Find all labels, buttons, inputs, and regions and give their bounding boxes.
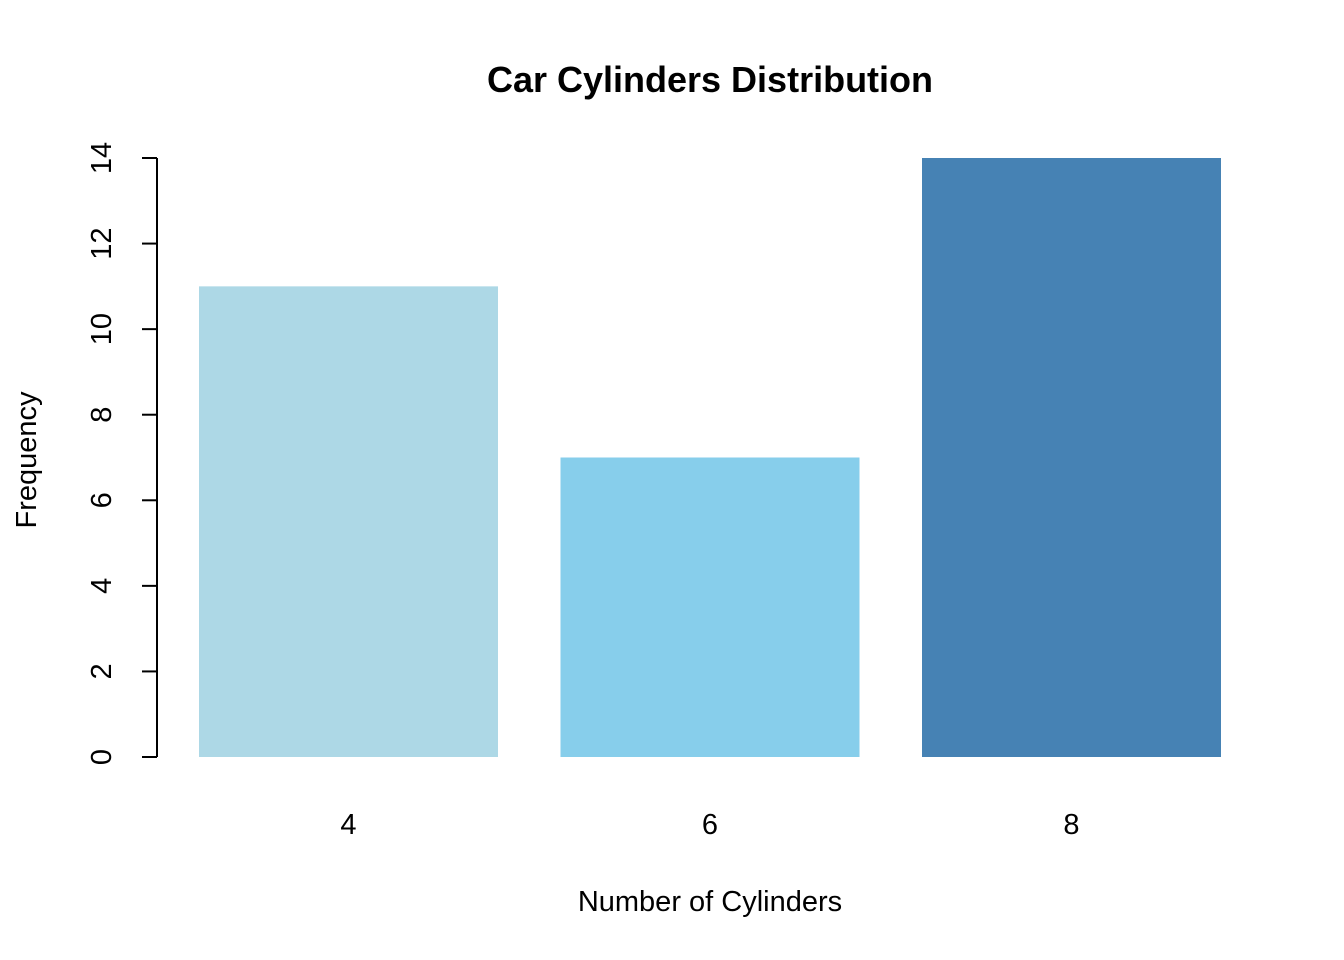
y-axis: 0 2 4 6 8 10 12 14 — [86, 142, 158, 765]
y-tick-label-14: 14 — [86, 142, 118, 174]
bar-4 — [199, 286, 498, 757]
bar-8 — [922, 158, 1221, 757]
y-tick-label-8: 8 — [86, 407, 118, 423]
y-tick-label-6: 6 — [86, 492, 118, 508]
x-tick-label-8: 8 — [1063, 809, 1079, 841]
bars-group — [199, 158, 1221, 757]
y-tick-label-0: 0 — [86, 749, 118, 765]
y-tick-label-2: 2 — [86, 663, 118, 679]
bar-6 — [560, 457, 860, 757]
y-tick-label-10: 10 — [86, 313, 118, 345]
y-tick-label-4: 4 — [86, 578, 118, 594]
x-tick-label-6: 6 — [702, 809, 718, 841]
y-tick-label-12: 12 — [86, 227, 118, 259]
x-tick-label-4: 4 — [340, 809, 356, 841]
x-axis-label: Number of Cylinders — [578, 886, 842, 918]
y-axis-label: Frequency — [11, 391, 43, 529]
x-tick-labels: 4 6 8 — [340, 809, 1079, 841]
chart-title: Car Cylinders Distribution — [487, 59, 933, 100]
